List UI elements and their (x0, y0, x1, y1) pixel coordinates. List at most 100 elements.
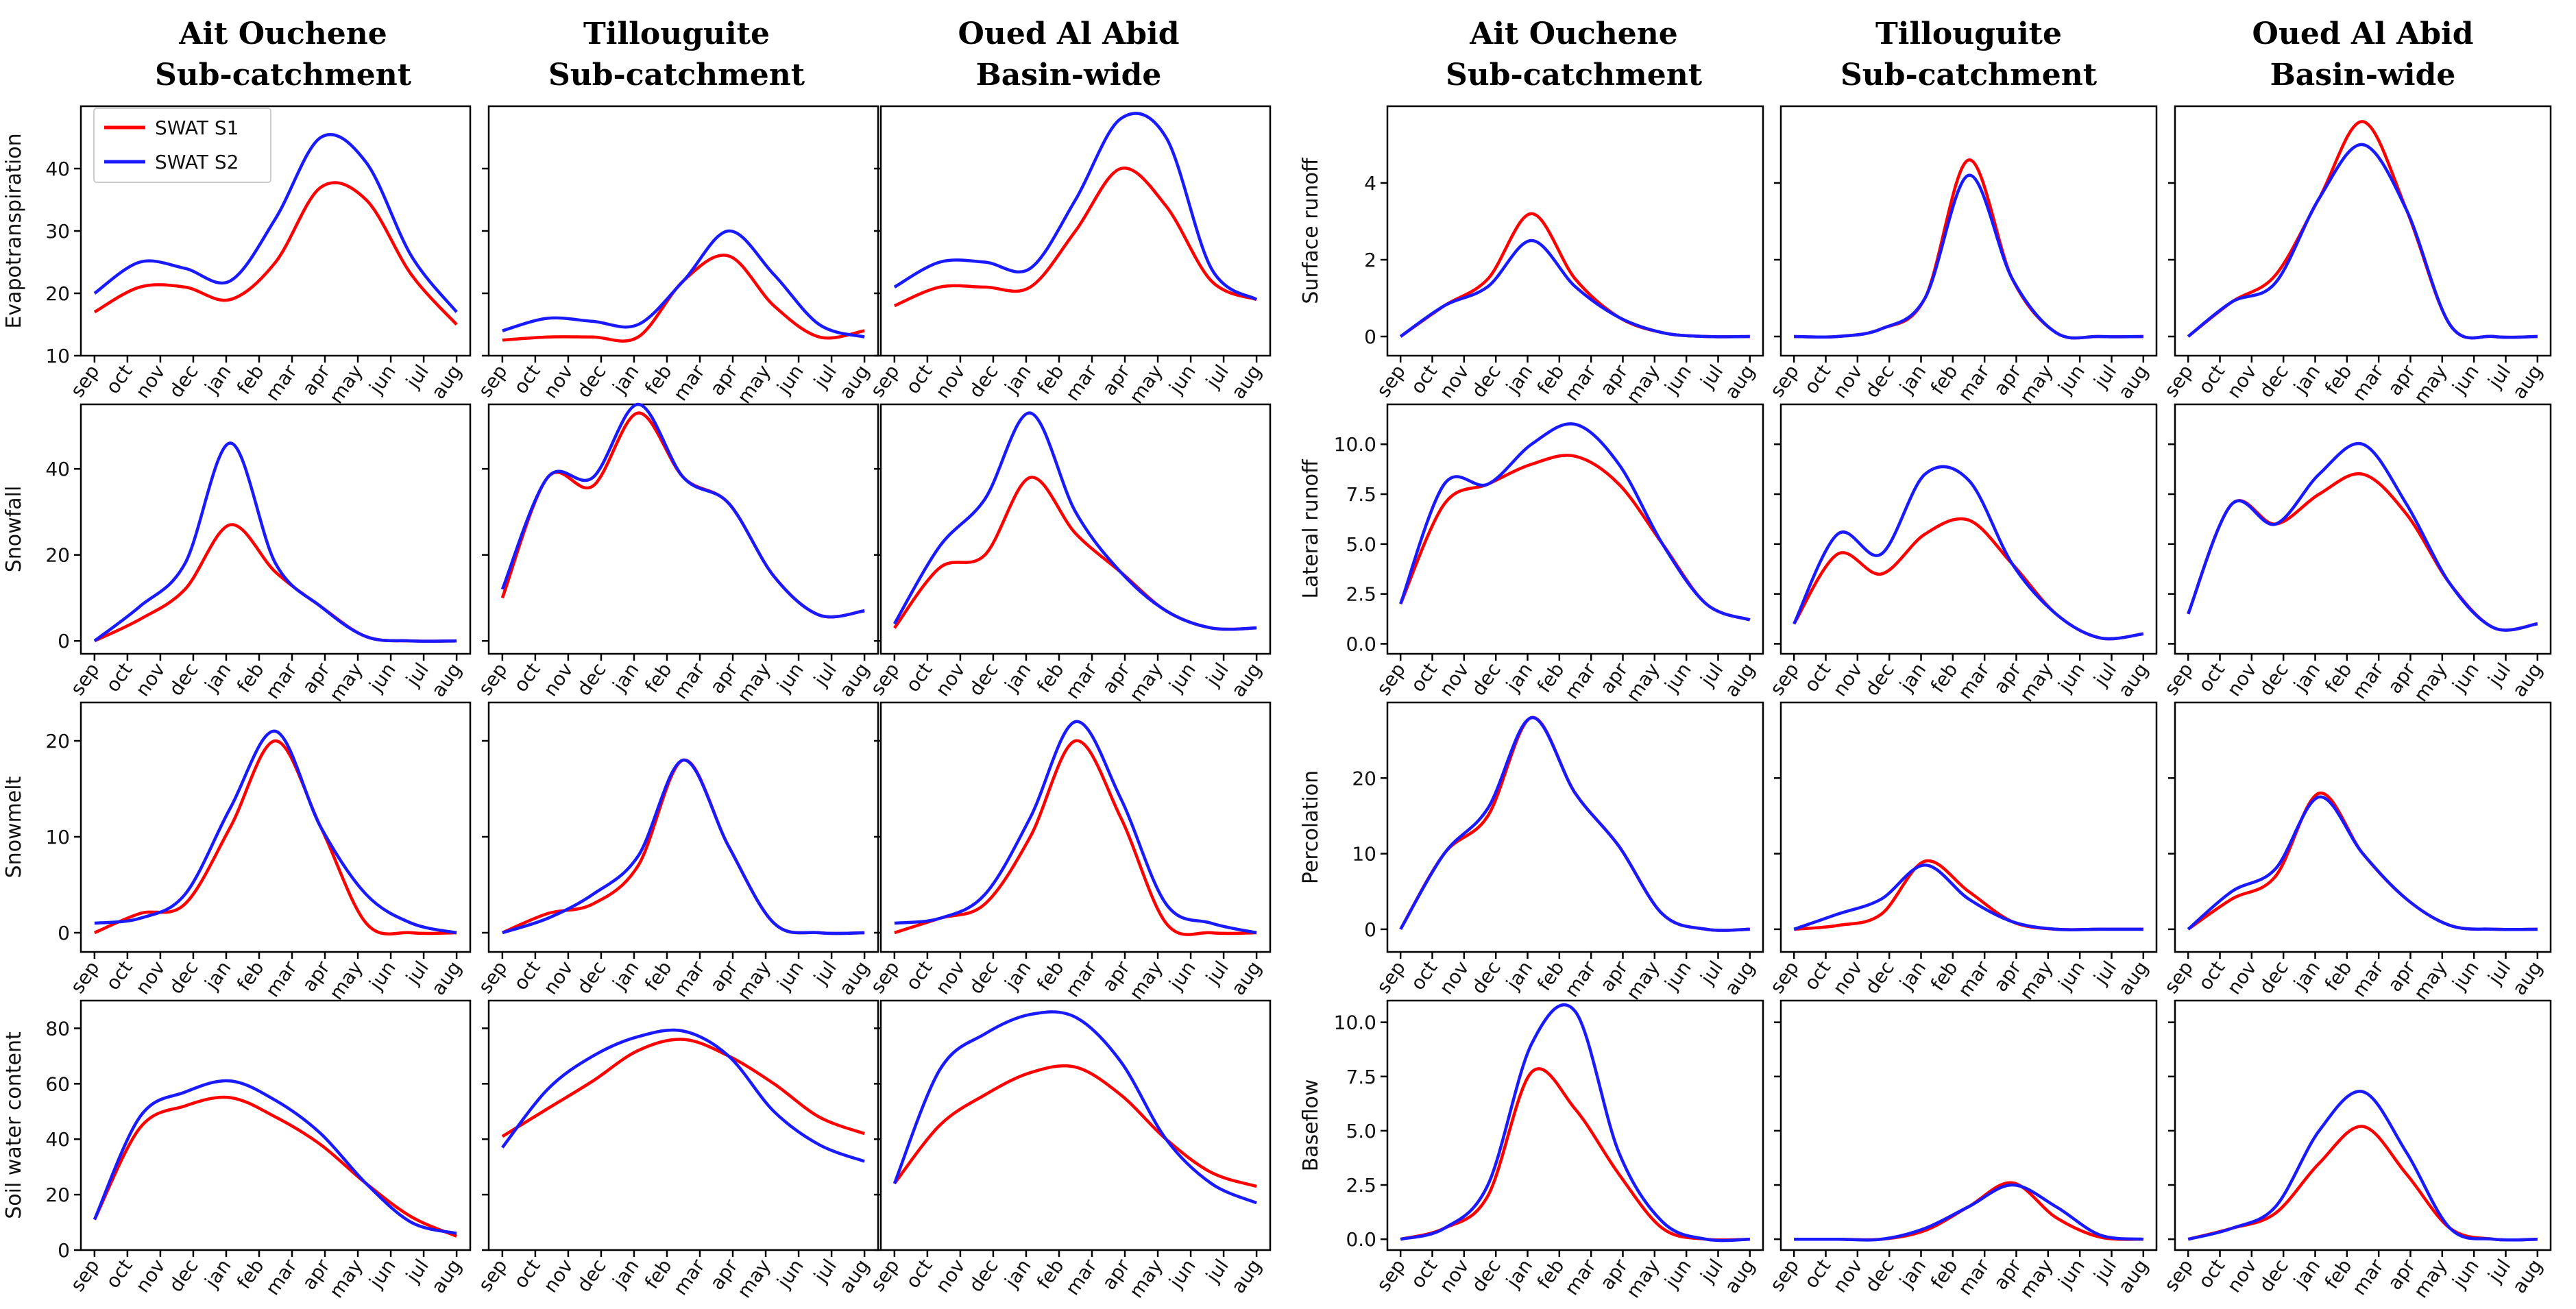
x-tick-label-may: may (733, 957, 775, 1004)
x-tick-label-mar: mar (2348, 659, 2388, 703)
x-tick-label-aug: aug (427, 659, 466, 701)
x-tick-label-may: may (1125, 1255, 1167, 1302)
x-tick-label-jan: jan (608, 957, 644, 994)
x-tick-label-jun: jun (2053, 659, 2089, 696)
column-title-1a: Ait Ouchene (178, 16, 387, 51)
x-tick-label-jun: jun (1164, 659, 1200, 696)
x-tick-label-jan: jan (1000, 957, 1036, 994)
x-tick-label-oct: oct (509, 360, 545, 398)
x-tick-label-aug: aug (835, 957, 874, 999)
column-titles: Ait Ouchene Sub-catchment Tillouguite Su… (155, 16, 2474, 93)
x-tick-label-may: may (1125, 957, 1167, 1004)
x-tick-label-mar: mar (1560, 1255, 1601, 1299)
x-tick-label-sep: sep (66, 659, 104, 700)
x-tick-label-may: may (1125, 659, 1167, 706)
x-tick-label-sep: sep (1765, 957, 1803, 998)
x-tick-label-oct: oct (901, 1255, 937, 1293)
x-tick-label-sep: sep (866, 957, 903, 998)
plot-frame (1779, 701, 2158, 953)
x-tick-label-oct: oct (101, 957, 137, 994)
x-tick-label-sep: sep (1765, 360, 1803, 402)
x-tick-label-aug: aug (2507, 957, 2547, 999)
series-line-s1 (894, 739, 1257, 936)
plot-frame (487, 701, 879, 953)
series-line-s2 (1399, 422, 1751, 622)
y-axis-label: Surface runoff (1299, 157, 1323, 304)
x-tick-label-jan: jan (200, 659, 236, 696)
x-tick-label-oct: oct (1799, 360, 1835, 398)
x-tick-label-sep: sep (66, 360, 104, 402)
column-title-6a: Oued Al Abid (2252, 16, 2474, 51)
x-tick-label-aug: aug (1227, 360, 1266, 403)
x-tick-label-mar: mar (669, 957, 709, 1001)
x-tick-label-jan: jan (2289, 659, 2324, 696)
x-tick-label-nov: nov (931, 659, 970, 700)
x-tick-label-mar: mar (1954, 360, 1994, 405)
plot-frame (80, 403, 472, 655)
x-tick-label-jun: jun (364, 957, 400, 994)
x-tick-label-jan: jan (1000, 1255, 1036, 1293)
x-tick-label-aug: aug (835, 659, 874, 701)
x-tick-label-nov: nov (1435, 957, 1474, 999)
series-line-s2 (2187, 1090, 2538, 1242)
x-tick-label-jan: jan (1000, 659, 1036, 696)
series-line-s2 (1794, 1183, 2144, 1242)
legend-label-s1: SWAT S1 (155, 117, 239, 139)
x-tick-label-sep: sep (866, 360, 903, 402)
y-tick-label: 20 (45, 1184, 70, 1206)
x-tick-label-nov: nov (1828, 957, 1867, 999)
x-tick-label-jun: jun (2447, 659, 2483, 696)
x-tick-label-nov: nov (131, 360, 170, 402)
y-tick-label: 2.5 (1346, 583, 1376, 606)
x-tick-label-nov: nov (1435, 1255, 1474, 1297)
x-tick-label-aug: aug (2113, 1255, 2152, 1297)
x-tick-label-nov: nov (1828, 360, 1867, 402)
x-tick-label-jan: jan (200, 957, 236, 994)
x-tick-label-jun: jun (772, 957, 807, 994)
column-title-5b: Sub-catchment (1840, 58, 2098, 93)
x-tick-label-nov: nov (539, 1255, 578, 1297)
series-line-s2 (894, 720, 1257, 935)
plot-frame (1779, 403, 2158, 655)
x-tick-label-mar: mar (669, 659, 709, 703)
x-tick-label-mar: mar (261, 1255, 302, 1299)
x-tick-label-jun: jun (2053, 957, 2089, 994)
series-line-s2 (1399, 715, 1750, 932)
x-tick-label-may: may (733, 1255, 775, 1302)
x-tick-label-aug: aug (1720, 659, 1759, 701)
x-tick-label-jan: jan (1501, 957, 1537, 994)
x-tick-label-jun: jun (1660, 1255, 1695, 1293)
series-line-s2 (892, 1010, 1257, 1205)
series-line-s1 (1400, 1067, 1750, 1242)
series-line-s2 (1793, 863, 2143, 931)
plot-frame (2174, 105, 2552, 357)
x-tick-label-may: may (325, 957, 367, 1004)
series-line-s1 (501, 1038, 865, 1138)
y-axis-label: Soil water content (2, 1031, 26, 1219)
x-tick-label-oct: oct (101, 1255, 137, 1293)
column-title-2a: Tillouguite (583, 16, 770, 51)
y-tick-label: 0 (58, 1239, 70, 1262)
column-title-3a: Oued Al Abid (958, 16, 1180, 51)
x-tick-label-mar: mar (1954, 1255, 1994, 1299)
x-tick-label-sep: sep (866, 659, 903, 700)
x-tick-label-dec: dec (2255, 957, 2293, 998)
x-tick-label-oct: oct (2194, 360, 2229, 398)
y-tick-label: 0 (58, 630, 70, 652)
x-tick-label-sep: sep (1372, 957, 1409, 998)
y-tick-label: 5.0 (1346, 533, 1376, 556)
plot-frame (2174, 701, 2552, 953)
x-tick-label-oct: oct (901, 957, 937, 994)
x-tick-label-aug: aug (835, 360, 874, 403)
x-tick-label-mar: mar (669, 1255, 709, 1299)
x-tick-label-dec: dec (964, 957, 1003, 998)
